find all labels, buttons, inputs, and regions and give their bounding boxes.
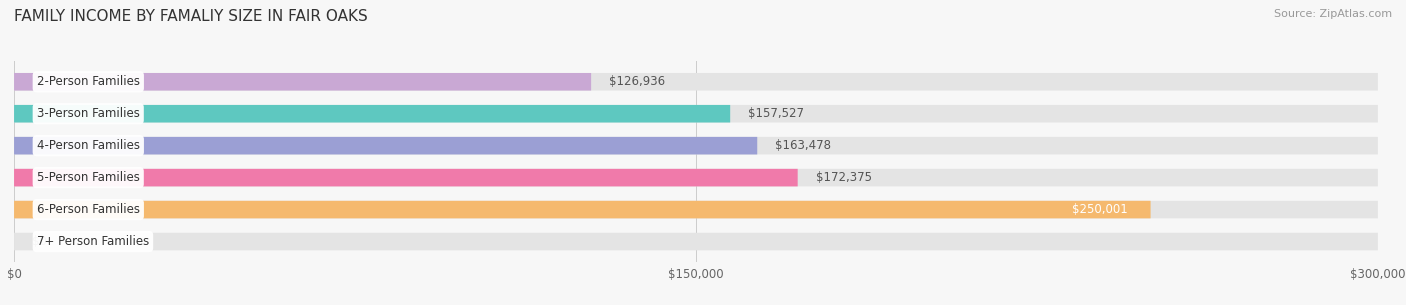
FancyBboxPatch shape (14, 105, 730, 123)
FancyBboxPatch shape (14, 233, 1378, 250)
Text: Source: ZipAtlas.com: Source: ZipAtlas.com (1274, 9, 1392, 19)
Text: 3-Person Families: 3-Person Families (37, 107, 139, 120)
Text: 6-Person Families: 6-Person Families (37, 203, 139, 216)
FancyBboxPatch shape (14, 201, 1378, 218)
Text: $250,001: $250,001 (1073, 203, 1128, 216)
Text: $157,527: $157,527 (748, 107, 804, 120)
Text: 5-Person Families: 5-Person Families (37, 171, 139, 184)
FancyBboxPatch shape (14, 201, 1150, 218)
FancyBboxPatch shape (14, 169, 1378, 186)
Text: $163,478: $163,478 (776, 139, 831, 152)
Text: 4-Person Families: 4-Person Families (37, 139, 139, 152)
Text: $126,936: $126,936 (609, 75, 665, 88)
FancyBboxPatch shape (14, 105, 1378, 123)
Text: FAMILY INCOME BY FAMALIY SIZE IN FAIR OAKS: FAMILY INCOME BY FAMALIY SIZE IN FAIR OA… (14, 9, 368, 24)
FancyBboxPatch shape (14, 137, 758, 154)
Text: $172,375: $172,375 (815, 171, 872, 184)
FancyBboxPatch shape (14, 73, 591, 91)
FancyBboxPatch shape (14, 169, 797, 186)
FancyBboxPatch shape (14, 73, 1378, 91)
Text: 7+ Person Families: 7+ Person Families (37, 235, 149, 248)
Text: $0: $0 (32, 235, 48, 248)
Text: 2-Person Families: 2-Person Families (37, 75, 139, 88)
FancyBboxPatch shape (14, 137, 1378, 154)
